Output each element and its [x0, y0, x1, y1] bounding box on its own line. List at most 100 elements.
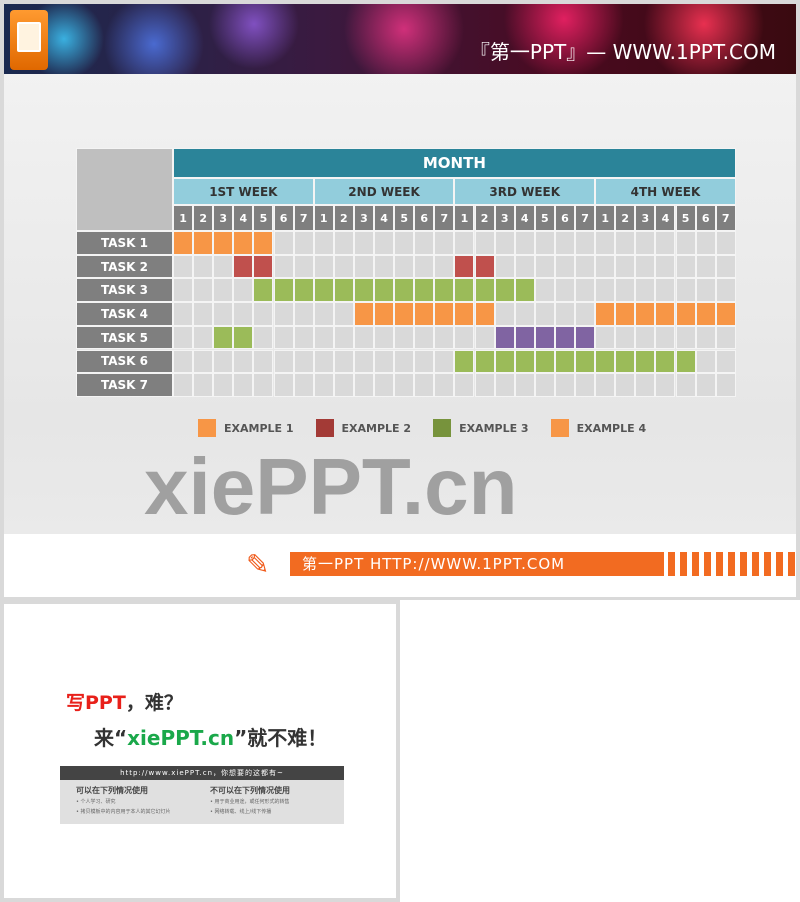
gantt-cell: [635, 254, 656, 279]
gantt-bar-cell: [715, 302, 736, 326]
day-header: 1: [173, 205, 194, 231]
gantt-cell: [293, 325, 314, 350]
gantt-bar-cell: [213, 231, 234, 255]
day-header: 1: [313, 205, 334, 231]
gantt-bar-cell: [253, 231, 274, 255]
gantt-cell: [173, 278, 194, 303]
gantt-bar-cell: [514, 349, 535, 374]
gantt-cell: [655, 254, 676, 279]
gantt-cell: [233, 302, 254, 326]
gantt-cell: [374, 254, 395, 279]
gantt-cell: [615, 373, 636, 397]
gantt-cell: [635, 373, 656, 397]
day-header: 7: [575, 205, 596, 231]
gantt-bar-cell: [233, 231, 254, 255]
gantt-cell: [595, 325, 616, 350]
gantt-bar-cell: [353, 278, 374, 303]
week-header: 1ST WEEK: [173, 178, 314, 205]
gantt-cell: [333, 254, 354, 279]
month-header: MONTH: [173, 148, 736, 178]
gantt-cell: [273, 373, 294, 397]
pencil-icon: ✎: [246, 548, 270, 581]
gantt-cell: [253, 325, 274, 350]
legend-label: EXAMPLE 2: [341, 421, 412, 435]
day-header: 7: [293, 205, 314, 231]
gantt-cell: [193, 254, 214, 279]
gantt-cell: [213, 254, 234, 279]
legend-label: EXAMPLE 4: [576, 421, 647, 435]
slide-2[interactable]: 写PPT，难？ 来“xiePPT.cn”就不难！ http://www.xieP…: [4, 604, 396, 898]
gantt-cell: [374, 325, 395, 350]
list-item: • 用于商业用途，或任何形式的转售: [210, 799, 290, 805]
day-header: 6: [273, 205, 294, 231]
day-header: 5: [675, 205, 696, 231]
gantt-bar-cell: [635, 349, 656, 374]
legend: EXAMPLE 1 EXAMPLE 2 EXAMPLE 3 EXAMPLE 4: [198, 418, 668, 438]
day-header: 2: [474, 205, 495, 231]
gantt-bar-cell: [695, 302, 716, 326]
legend-item: EXAMPLE 2: [315, 418, 412, 438]
gantt-bar-cell: [434, 278, 455, 303]
headline-rest: ，难？: [125, 692, 183, 714]
headline-green: xiePPT.cn: [127, 726, 235, 750]
gantt-cell: [615, 278, 636, 303]
gantt-cell: [454, 325, 475, 350]
gantt-cell: [494, 373, 515, 397]
gantt-cell: [494, 254, 515, 279]
corner-cell: [76, 148, 173, 231]
headline-2a: 来“: [94, 726, 128, 750]
gantt-cell: [353, 373, 374, 397]
gantt-cell: [273, 231, 294, 255]
footer-link[interactable]: 第一PPT HTTP://WWW.1PPT.COM: [290, 552, 664, 576]
legend-item: EXAMPLE 3: [433, 418, 529, 438]
gantt-cell: [675, 325, 696, 350]
gantt-cell: [575, 231, 596, 255]
gantt-cell: [635, 325, 656, 350]
gantt-cell: [474, 325, 495, 350]
gantt-cell: [655, 373, 676, 397]
cannot-use-column: 不可以在下列情况使用 • 用于商业用途，或任何形式的转售 • 网络转载、线上/线…: [210, 786, 340, 819]
gantt-cell: [715, 373, 736, 397]
gantt-bar-cell: [514, 278, 535, 303]
task-label: TASK 3: [76, 278, 173, 303]
gantt-cell: [575, 373, 596, 397]
legend-item: EXAMPLE 4: [550, 418, 647, 438]
gantt-cell: [233, 373, 254, 397]
day-header: 7: [434, 205, 455, 231]
gantt-cell: [434, 325, 455, 350]
gantt-bar-cell: [655, 302, 676, 326]
gantt-bar-cell: [353, 302, 374, 326]
gantt-bar-cell: [434, 302, 455, 326]
gantt-cell: [575, 278, 596, 303]
gantt-cell: [374, 373, 395, 397]
gantt-bar-cell: [313, 278, 334, 303]
legend-label: EXAMPLE 3: [459, 421, 529, 435]
gantt-cell: [394, 349, 415, 374]
gantt-bar-cell: [394, 302, 415, 326]
gantt-cell: [173, 302, 194, 326]
gantt-cell: [173, 254, 194, 279]
gantt-cell: [193, 373, 214, 397]
gantt-cell: [253, 349, 274, 374]
gantt-cell: [434, 349, 455, 374]
empty-area: [400, 600, 800, 902]
gantt-cell: [514, 373, 535, 397]
gantt-cell: [675, 278, 696, 303]
gantt-bar-cell: [233, 254, 254, 279]
gantt-cell: [595, 278, 616, 303]
gantt-cell: [273, 254, 294, 279]
slide-1[interactable]: 『第一PPT』— WWW.1PPT.COM xiePPT.cn MONTH 1ST…: [4, 4, 796, 597]
gantt-cell: [715, 231, 736, 255]
gantt-cell: [554, 302, 575, 326]
gantt-bar-cell: [675, 349, 696, 374]
decorative-stripes: [668, 552, 796, 576]
gantt-cell: [675, 373, 696, 397]
gantt-cell: [173, 325, 194, 350]
gantt-cell: [193, 325, 214, 350]
gantt-cell: [474, 373, 495, 397]
day-header: 6: [414, 205, 435, 231]
gantt-bar-cell: [635, 302, 656, 326]
gantt-bar-cell: [173, 231, 194, 255]
gantt-bar-cell: [494, 278, 515, 303]
gantt-cell: [615, 254, 636, 279]
